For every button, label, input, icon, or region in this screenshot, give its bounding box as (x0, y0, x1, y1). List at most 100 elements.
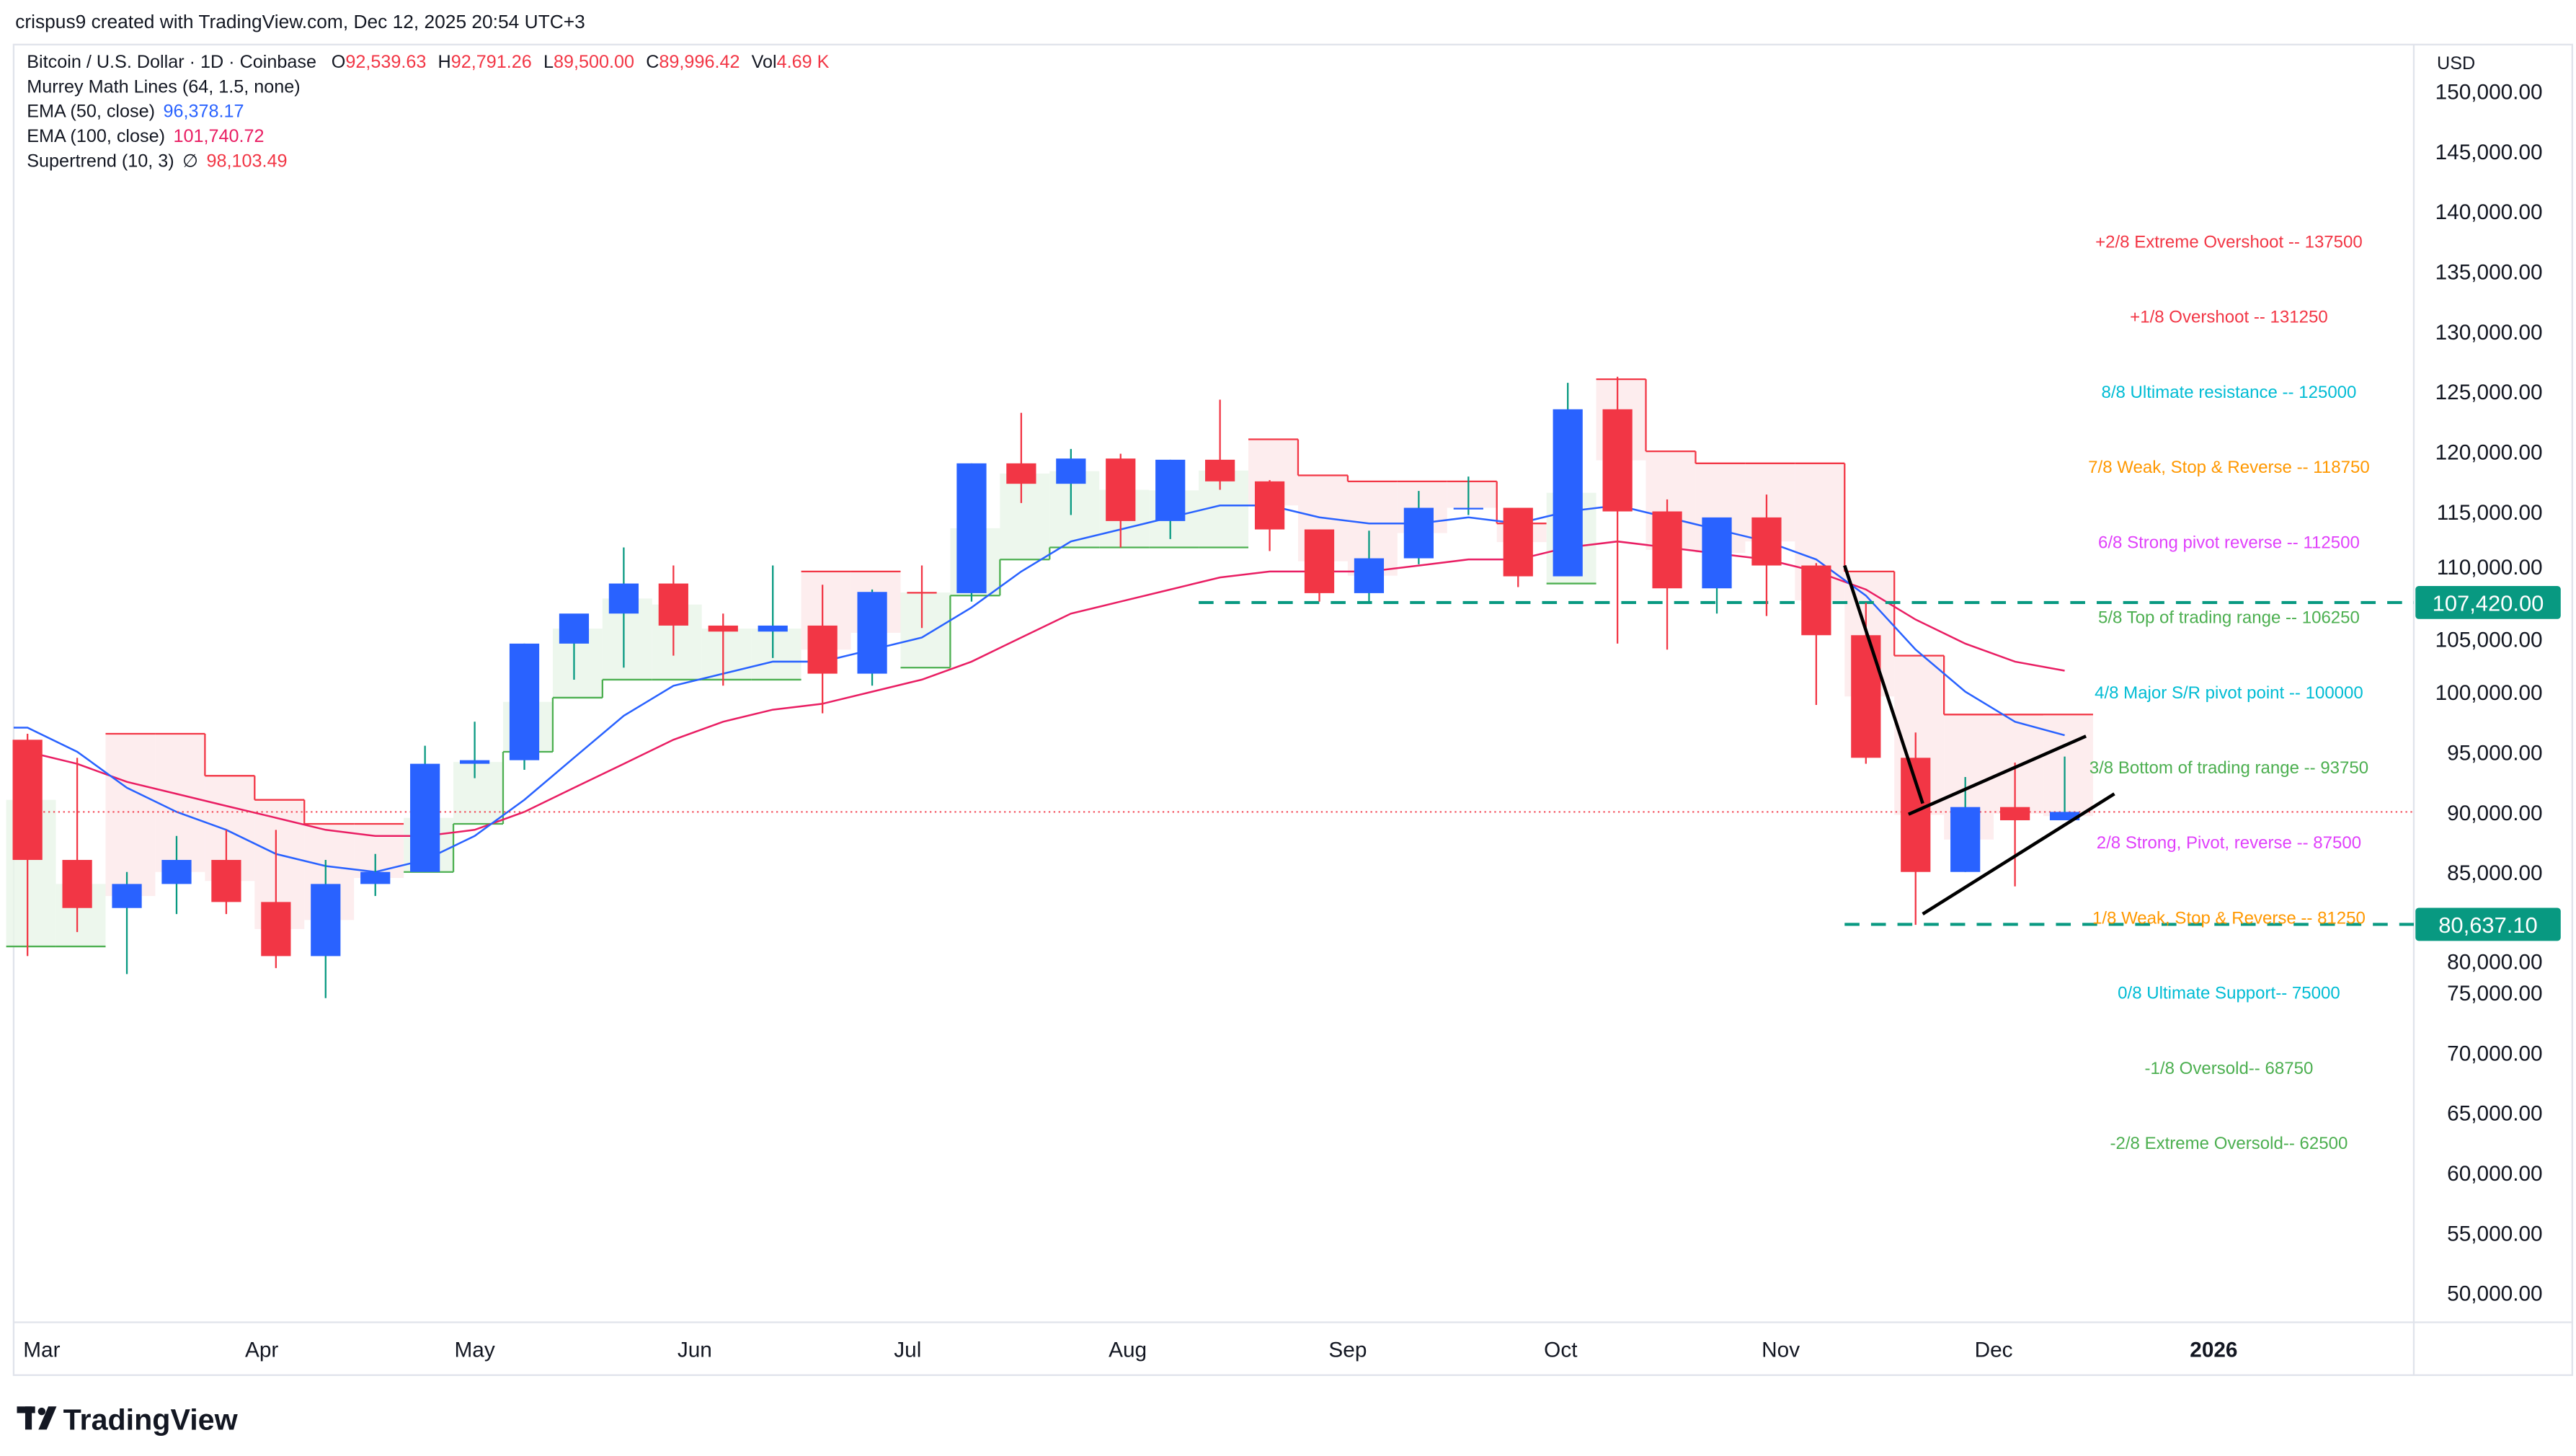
candle (1652, 499, 1682, 650)
candle-body (459, 760, 490, 764)
candle-body (311, 884, 341, 956)
candle-body (1553, 409, 1583, 577)
candle (1205, 399, 1235, 490)
murrey-level-label: 6/8 Strong pivot reverse -- 112500 (2098, 533, 2360, 552)
candle (559, 613, 590, 680)
candle-body (1006, 463, 1036, 484)
candle-body (2000, 807, 2030, 821)
price-tick-label: 145,000.00 (2435, 141, 2543, 164)
candle (311, 860, 341, 998)
candle (161, 835, 192, 915)
murrey-level-label: 3/8 Bottom of trading range -- 93750 (2089, 758, 2368, 778)
candle (509, 643, 540, 770)
candle-body (1602, 409, 1633, 512)
price-tick-label: 85,000.00 (2447, 861, 2542, 885)
candle (1403, 491, 1434, 564)
price-tick-label: 60,000.00 (2447, 1162, 2542, 1186)
murrey-labels-layer: +2/8 Extreme Overshoot -- 137500 +1/8 Ove… (2088, 233, 2370, 1153)
candle-body (360, 871, 391, 884)
price-tick-label: 115,000.00 (2437, 501, 2543, 525)
candle (758, 565, 788, 658)
supertrend-label: Supertrend (10, 3) (27, 151, 174, 171)
trend-line[interactable] (1922, 792, 2115, 916)
supertrend-fill (354, 824, 404, 879)
no-data-icon: ∅ (182, 151, 198, 171)
candle-body (1304, 529, 1335, 593)
supertrend-legend: Supertrend (10, 3) ∅ 98,103.49 (27, 151, 287, 171)
murrey-level-label: 4/8 Major S/R pivot point -- 100000 (2095, 683, 2363, 703)
candle (112, 871, 142, 975)
candle-body (1751, 517, 1782, 566)
murrey-level-label: 8/8 Ultimate resistance -- 125000 (2101, 383, 2356, 402)
trend-lines-layer[interactable] (1843, 564, 2115, 916)
candle (1254, 480, 1285, 551)
trend-line[interactable] (1907, 734, 2087, 816)
candle-body (1354, 558, 1385, 593)
legend: Bitcoin / U.S. Dollar · 1D · Coinbase O9… (27, 52, 829, 171)
murrey-level-label: -2/8 Extreme Oversold-- 62500 (2110, 1134, 2348, 1153)
tradingview-logo[interactable]: TradingView (17, 1403, 239, 1436)
supertrend-fill (1447, 481, 1497, 508)
candle (1503, 507, 1533, 587)
time-tick-label: Jul (894, 1339, 921, 1362)
legend-symbol-row: Bitcoin / U.S. Dollar · 1D · Coinbase O9… (27, 52, 829, 72)
vol-value: 4.69 K (777, 52, 830, 72)
candle (211, 830, 241, 915)
supertrend-fill (453, 762, 503, 825)
ema50-label: EMA (50, close) (27, 102, 155, 122)
candle-body (857, 592, 887, 674)
candle (1304, 529, 1335, 602)
candle (360, 853, 391, 897)
candle-body (2049, 812, 2080, 821)
price-tick-label: 120,000.00 (2435, 441, 2543, 465)
murrey-level-label: -1/8 Oversold-- 68750 (2145, 1059, 2314, 1078)
open-value: 92,539.63 (345, 52, 426, 72)
price-tick-label: 55,000.00 (2447, 1222, 2542, 1246)
candle (1801, 563, 1831, 705)
time-axis[interactable]: Mar Apr May Jun Jul Aug Sep Oct Nov Dec 2026 (23, 1339, 2237, 1362)
candle-body (658, 583, 688, 626)
candle-body (758, 625, 788, 632)
low-label: L (543, 52, 554, 72)
candles-layer (12, 376, 2080, 998)
murrey-level-label: 5/8 Top of trading range -- 106250 (2098, 608, 2360, 628)
candle (1751, 494, 1782, 616)
candle (708, 613, 738, 686)
time-tick-label: Aug (1109, 1339, 1147, 1362)
candle-body (708, 625, 738, 632)
price-axis[interactable]: USD 150,000.00 145,000.00 140,000.00 135,00… (2415, 53, 2561, 1306)
candle (1155, 459, 1186, 539)
candle (1006, 412, 1036, 503)
candle-body (1254, 481, 1285, 530)
candle-body (1901, 758, 1931, 872)
candle (1950, 776, 1981, 872)
ema100-value: 101,740.72 (173, 126, 264, 146)
time-tick-label: Oct (1544, 1339, 1578, 1362)
supertrend-fill (1049, 471, 1100, 548)
high-value: 92,791.26 (451, 52, 532, 72)
candle (807, 585, 838, 714)
time-tick-label: May (454, 1339, 494, 1362)
low-value: 89,500.00 (554, 52, 634, 72)
candle (1354, 531, 1385, 604)
price-tick-label: 125,000.00 (2435, 381, 2543, 404)
candle-body (211, 860, 241, 902)
symbol-name: Bitcoin / U.S. Dollar · 1D · Coinbase (27, 52, 316, 72)
price-badge (2415, 585, 2561, 619)
vol-label: Vol (752, 52, 777, 72)
candle-body (1851, 635, 1881, 758)
candle (857, 589, 887, 686)
supertrend-value: 98,103.49 (207, 151, 288, 171)
time-tick-label: Sep (1328, 1339, 1367, 1362)
supertrend-fill (105, 733, 156, 897)
candle-body (261, 902, 291, 956)
price-tick-label: 110,000.00 (2437, 556, 2543, 580)
tradingview-logo-text: TradingView (63, 1403, 239, 1436)
time-tick-label: 2026 (2190, 1339, 2237, 1362)
ema50-value: 96,378.17 (163, 102, 244, 122)
open-label: O (332, 52, 346, 72)
candle-body (1950, 807, 1981, 872)
trend-line[interactable] (1843, 564, 1924, 804)
